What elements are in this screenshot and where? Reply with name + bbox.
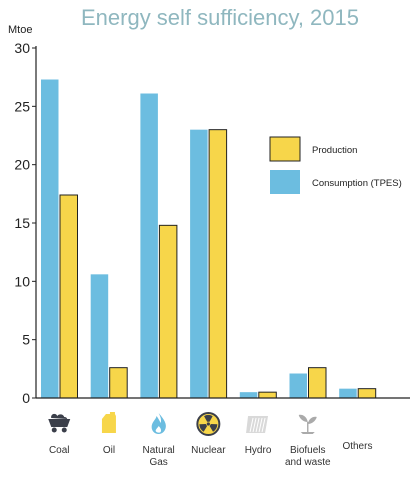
coal-cart-icon	[48, 413, 71, 433]
bar-production	[109, 367, 128, 399]
x-tick-label: Hydro	[245, 445, 272, 456]
x-tick-label: Biofuels and waste	[285, 445, 331, 468]
bar-production	[158, 224, 178, 399]
x-tick-label: Coal	[49, 445, 70, 456]
y-tick-label: 0	[22, 390, 30, 406]
legend-label: Production	[312, 145, 357, 156]
hydro-dam-icon	[246, 416, 269, 433]
bar-consumption	[239, 392, 258, 398]
nuclear-icon	[196, 412, 221, 436]
biofuel-sprout-icon	[298, 414, 317, 434]
bar-production	[308, 367, 327, 399]
y-axis-unit: Mtoe	[8, 24, 32, 36]
oil-can-icon	[101, 412, 116, 433]
bar-consumption	[140, 93, 158, 398]
x-tick-label: Others	[342, 441, 372, 452]
x-tick-label: Nuclear	[191, 445, 226, 456]
legend-label: Consumption (TPES)	[312, 178, 402, 189]
bar-production	[59, 194, 78, 399]
y-tick-label: 15	[14, 215, 30, 231]
y-tick-label: 5	[22, 332, 30, 348]
legend: Production Consumption (TPES)	[269, 136, 402, 194]
bar-consumption	[190, 129, 208, 398]
bar-production	[208, 129, 228, 399]
legend-swatch	[269, 136, 301, 162]
x-tick-label: Natural Gas	[143, 445, 175, 468]
y-tick-label: 30	[14, 40, 30, 56]
y-tick-label: 20	[14, 157, 30, 173]
x-tick-label: Oil	[103, 445, 115, 456]
legend-swatch	[270, 170, 300, 194]
bar-consumption	[339, 388, 357, 398]
bar-consumption	[289, 373, 307, 398]
y-tick-label: 10	[14, 273, 30, 289]
gas-flame-icon	[151, 413, 166, 434]
bar-consumption	[41, 79, 59, 398]
bar-production	[258, 391, 277, 399]
y-tick-label: 25	[14, 98, 30, 114]
bar-consumption	[90, 274, 109, 398]
bar-production	[357, 388, 377, 399]
chart-title: Energy self sufficiency, 2015	[81, 5, 359, 30]
